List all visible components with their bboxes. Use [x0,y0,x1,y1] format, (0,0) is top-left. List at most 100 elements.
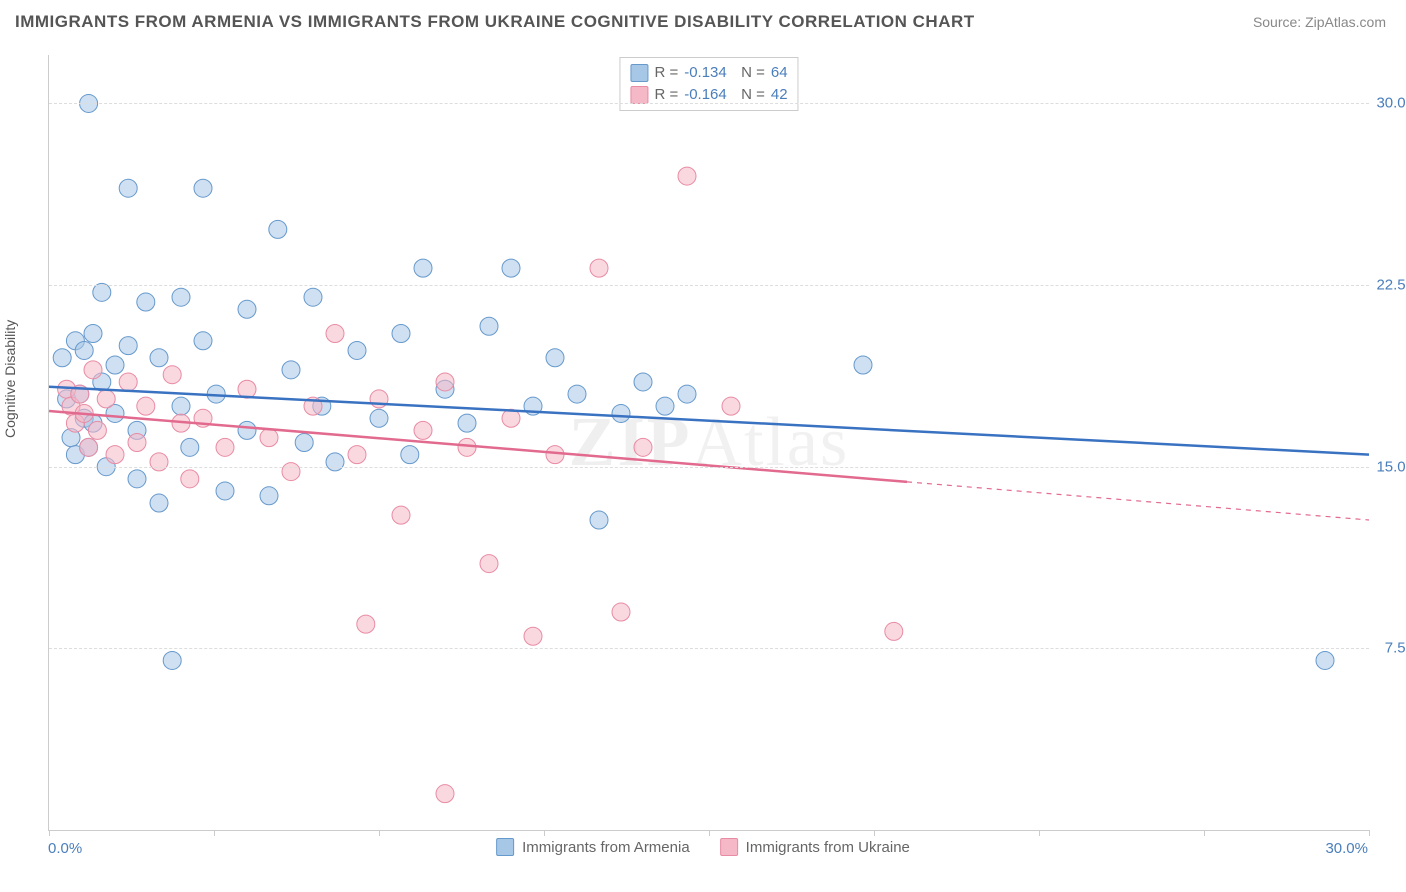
trend-line [49,387,1369,455]
scatter-point [181,438,199,456]
scatter-point [502,259,520,277]
scatter-point [326,325,344,343]
scatter-point [137,397,155,415]
grid-line [49,467,1369,468]
scatter-point [150,349,168,367]
scatter-point [84,325,102,343]
scatter-point [88,421,106,439]
scatter-point [163,366,181,384]
scatter-point [269,220,287,238]
scatter-point [370,409,388,427]
scatter-point [357,615,375,633]
scatter-point [656,397,674,415]
scatter-point [194,179,212,197]
scatter-point [304,288,322,306]
scatter-point [260,487,278,505]
scatter-point [854,356,872,374]
scatter-point [106,356,124,374]
scatter-point [612,404,630,422]
x-tick [709,830,710,836]
scatter-point [568,385,586,403]
legend-item-0: Immigrants from Armenia [496,838,690,856]
x-tick [1204,830,1205,836]
y-axis-title: Cognitive Disability [2,320,18,438]
scatter-point [106,446,124,464]
scatter-point [75,341,93,359]
scatter-point [401,446,419,464]
y-tick-label: 30.0% [1374,95,1406,112]
scatter-point [392,506,410,524]
scatter-point [1316,651,1334,669]
scatter-point [634,438,652,456]
scatter-point [128,434,146,452]
scatter-point [414,421,432,439]
scatter-point [414,259,432,277]
scatter-point [260,429,278,447]
scatter-point [436,785,454,803]
y-tick-label: 22.5% [1374,277,1406,294]
grid-line [49,103,1369,104]
scatter-point [53,349,71,367]
x-tick [214,830,215,836]
scatter-point [546,349,564,367]
scatter-point [163,651,181,669]
x-tick [544,830,545,836]
scatter-point [678,385,696,403]
legend-label-1: Immigrants from Ukraine [746,839,910,856]
grid-line [49,285,1369,286]
scatter-point [238,421,256,439]
chart-svg [49,55,1369,830]
scatter-point [590,511,608,529]
legend-label-0: Immigrants from Armenia [522,839,690,856]
trend-line-dashed [907,482,1369,520]
scatter-point [181,470,199,488]
scatter-point [80,438,98,456]
plot-area: ZIPAtlas R = -0.134 N = 64 R = -0.164 N … [48,55,1369,831]
scatter-point [722,397,740,415]
scatter-point [546,446,564,464]
trend-line [49,411,907,482]
scatter-point [97,390,115,408]
chart-title: IMMIGRANTS FROM ARMENIA VS IMMIGRANTS FR… [15,12,975,32]
scatter-point [326,453,344,471]
x-axis-min-label: 0.0% [48,840,82,857]
scatter-point [295,434,313,452]
scatter-point [128,470,146,488]
x-axis-max-label: 30.0% [1325,840,1368,857]
scatter-point [216,438,234,456]
legend-swatch-0 [496,838,514,856]
bottom-legend: Immigrants from Armenia Immigrants from … [496,838,910,856]
scatter-point [150,494,168,512]
grid-line [49,648,1369,649]
x-tick [874,830,875,836]
scatter-point [119,373,137,391]
scatter-point [590,259,608,277]
scatter-point [84,361,102,379]
scatter-point [348,446,366,464]
x-tick [1039,830,1040,836]
scatter-point [194,332,212,350]
scatter-point [480,317,498,335]
x-tick [379,830,380,836]
y-tick-label: 15.0% [1374,458,1406,475]
scatter-point [216,482,234,500]
scatter-point [238,300,256,318]
scatter-point [678,167,696,185]
scatter-point [436,373,454,391]
scatter-point [458,414,476,432]
scatter-point [458,438,476,456]
scatter-point [480,555,498,573]
scatter-point [885,622,903,640]
scatter-point [282,361,300,379]
scatter-point [392,325,410,343]
scatter-point [119,337,137,355]
legend-item-1: Immigrants from Ukraine [720,838,910,856]
scatter-point [348,341,366,359]
x-tick [1369,830,1370,836]
scatter-point [137,293,155,311]
scatter-point [524,627,542,645]
scatter-point [172,397,190,415]
source-label: Source: ZipAtlas.com [1253,14,1386,30]
scatter-point [634,373,652,391]
legend-swatch-1 [720,838,738,856]
